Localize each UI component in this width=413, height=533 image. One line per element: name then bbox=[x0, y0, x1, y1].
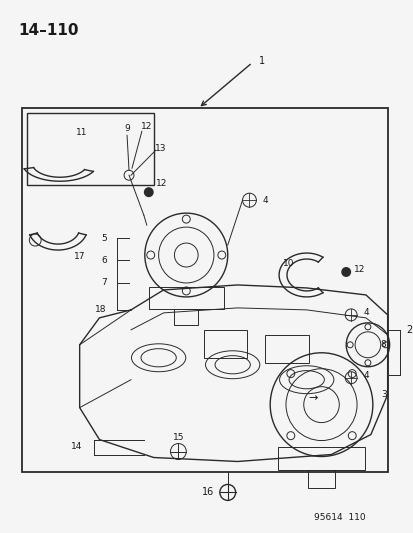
Text: 7: 7 bbox=[101, 278, 107, 287]
Text: 12: 12 bbox=[141, 122, 152, 131]
Text: 16: 16 bbox=[201, 487, 214, 497]
Text: 9: 9 bbox=[124, 124, 130, 133]
Bar bbox=[27, 114, 153, 185]
Bar bbox=[278, 447, 364, 471]
Text: 12: 12 bbox=[156, 179, 167, 188]
Text: 95614  110: 95614 110 bbox=[313, 513, 365, 522]
Circle shape bbox=[143, 187, 153, 197]
Text: 4: 4 bbox=[362, 371, 368, 380]
Text: 5: 5 bbox=[101, 233, 107, 243]
Bar bbox=[265, 335, 308, 363]
Text: 12: 12 bbox=[354, 265, 365, 274]
Text: 3: 3 bbox=[380, 390, 386, 399]
Text: →: → bbox=[307, 393, 316, 402]
Text: 14: 14 bbox=[71, 442, 83, 451]
Text: 18: 18 bbox=[95, 305, 106, 314]
Text: 15: 15 bbox=[172, 433, 184, 442]
Bar bbox=[174, 309, 198, 325]
Bar bbox=[22, 108, 387, 472]
Text: 4: 4 bbox=[362, 309, 368, 317]
Text: 17: 17 bbox=[74, 252, 85, 261]
Text: 13: 13 bbox=[154, 144, 166, 153]
Bar bbox=[307, 471, 335, 488]
Text: 11: 11 bbox=[76, 128, 87, 137]
Bar bbox=[204, 330, 247, 358]
Text: 1: 1 bbox=[259, 55, 265, 66]
Text: 2: 2 bbox=[406, 325, 412, 335]
Circle shape bbox=[340, 267, 350, 277]
Bar bbox=[148, 287, 223, 309]
Text: 14–110: 14–110 bbox=[19, 22, 79, 38]
Text: 4: 4 bbox=[262, 196, 268, 205]
Text: 8: 8 bbox=[380, 340, 386, 349]
Text: 6: 6 bbox=[101, 255, 107, 264]
Text: 10: 10 bbox=[282, 259, 294, 268]
